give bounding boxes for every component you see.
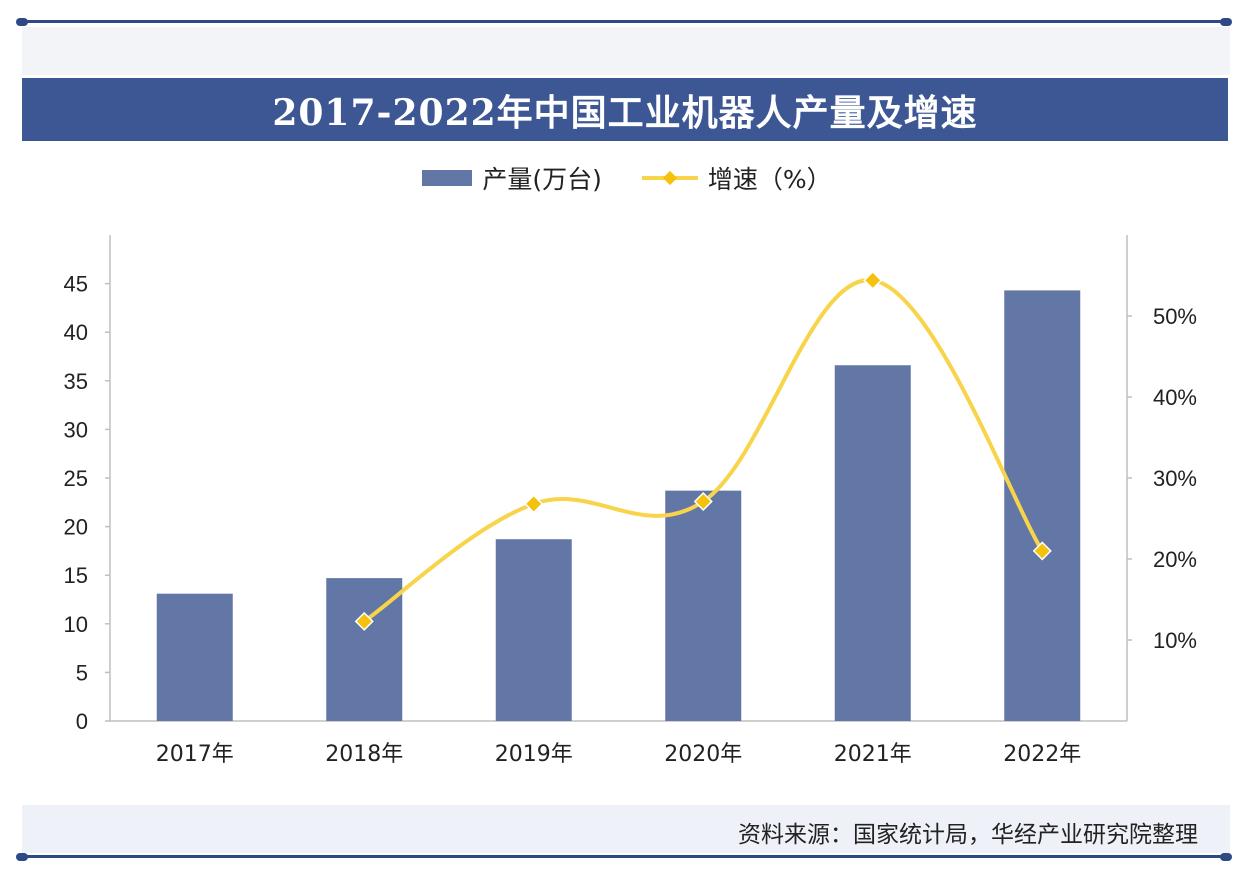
bar-1 (156, 593, 233, 721)
source-note: 资料来源：国家统计局，华经产业研究院整理 (738, 822, 1198, 848)
x-tick-label: 2021年 (834, 742, 912, 767)
x-tick-label: 2020年 (664, 742, 742, 767)
y-right-tick-label: 50% (1153, 304, 1197, 329)
title-bar: 2017-2022年中国工业机器人产量及增速 (22, 78, 1228, 141)
y-left-tick-label: 0 (76, 709, 88, 734)
growth-point-5 (1032, 541, 1052, 561)
bar-3 (495, 539, 572, 721)
legend-line-swatch (641, 170, 698, 186)
x-tick-label: 2019年 (495, 742, 573, 767)
legend-item-production: 产量(万台) (422, 160, 602, 196)
chart-title: 2017-2022年中国工业机器人产量及增速 (272, 91, 978, 134)
top-right-dot (1220, 18, 1232, 26)
y-right-tick-label: 20% (1153, 547, 1197, 572)
growth-point-4 (863, 270, 883, 290)
top-left-dot (16, 18, 28, 26)
growth-line (363, 278, 1044, 624)
x-tick-label: 2017年 (156, 742, 234, 767)
growth-point-3 (693, 491, 713, 512)
growth-point-1 (354, 611, 374, 631)
x-tick-label: 2022年 (1003, 742, 1081, 767)
y-left-tick-label: 15 (64, 563, 88, 588)
top-frame-line (22, 20, 1230, 23)
y-left-tick-label: 45 (64, 272, 88, 297)
y-right-tick-label: 10% (1153, 628, 1197, 653)
header-band (22, 27, 1230, 75)
legend: 产量(万台) 增速（%） (0, 160, 1254, 196)
legend-label-production: 产量(万台) (482, 165, 602, 194)
bar-6 (1004, 290, 1081, 721)
legend-bar-swatch (422, 170, 473, 186)
y-right-tick-label: 30% (1153, 466, 1197, 491)
legend-item-growth: 增速（%） (641, 160, 832, 196)
legend-label-growth: 增速（%） (707, 165, 832, 194)
footer-band (22, 805, 1230, 853)
y-left-tick-label: 35 (64, 369, 88, 394)
bottom-frame-line (22, 855, 1230, 858)
x-tick-label: 2018年 (325, 742, 403, 767)
y-left-tick-label: 25 (64, 466, 88, 491)
growth-point-2 (524, 494, 544, 514)
y-left-tick-label: 5 (76, 660, 88, 685)
y-left-tick-label: 10 (64, 612, 88, 637)
y-left-tick-label: 40 (64, 320, 88, 345)
bottom-left-dot (16, 853, 28, 861)
y-left-tick-label: 30 (64, 417, 88, 442)
bar-4 (665, 490, 742, 721)
y-right-tick-label: 40% (1153, 385, 1197, 410)
bar-5 (834, 365, 911, 721)
y-left-tick-label: 20 (64, 515, 88, 540)
bottom-right-dot (1220, 853, 1232, 861)
